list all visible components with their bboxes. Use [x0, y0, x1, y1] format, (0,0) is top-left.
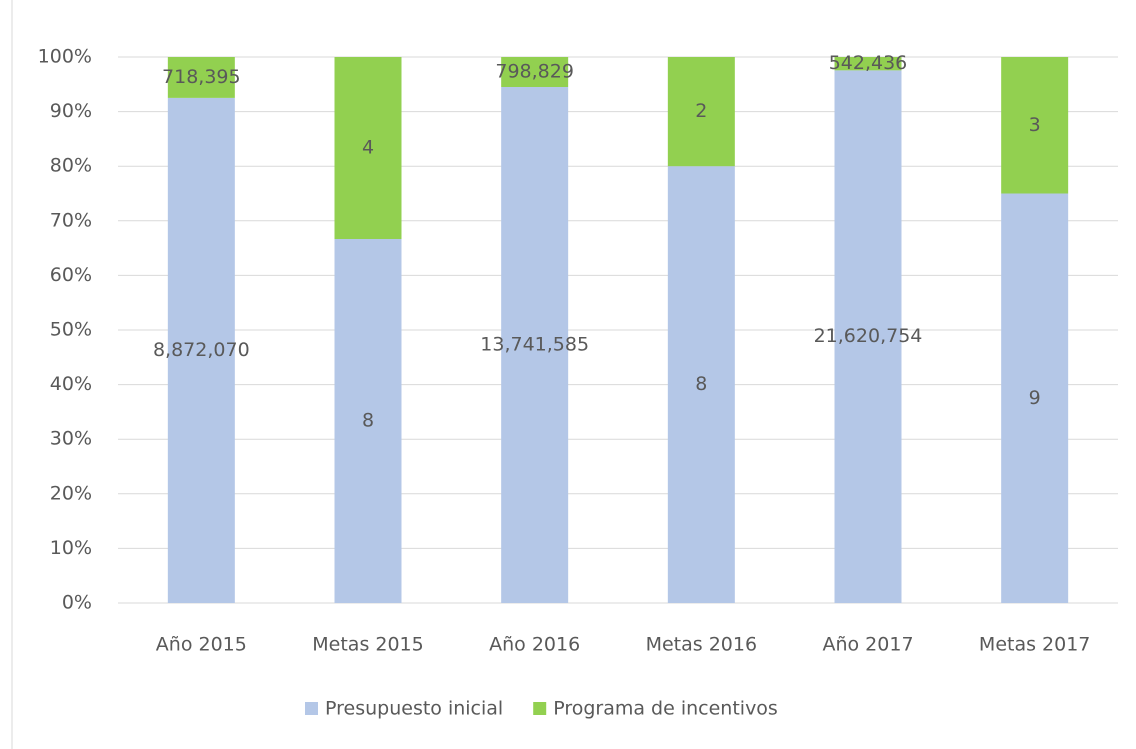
data-label: 3: [1029, 114, 1041, 136]
legend-label: Presupuesto inicial: [325, 698, 503, 720]
data-label: 798,829: [495, 60, 574, 82]
legend-swatch: [533, 702, 547, 715]
x-tick-label: Metas 2016: [646, 634, 757, 656]
data-label: 8: [695, 373, 707, 395]
data-label: 2: [695, 100, 707, 122]
data-label: 21,620,754: [814, 325, 923, 347]
bar-segment: [1001, 57, 1069, 194]
bar-segment: [167, 97, 235, 603]
y-tick-label: 60%: [50, 264, 92, 286]
data-label: 13,741,585: [480, 333, 589, 355]
bar-segment: [834, 70, 902, 603]
data-label: 9: [1029, 387, 1041, 409]
legend-label: Programa de incentivos: [553, 698, 778, 720]
bar-segment: [667, 166, 735, 603]
y-tick-label: 40%: [50, 373, 92, 395]
data-label: 8: [362, 410, 374, 432]
y-tick-label: 0%: [62, 592, 92, 614]
x-tick-label: Año 2017: [822, 634, 913, 656]
y-tick-label: 20%: [50, 482, 92, 504]
y-tick-label: 50%: [50, 319, 92, 341]
bar-segment: [1001, 193, 1069, 603]
data-label: 718,395: [162, 66, 241, 88]
bar-segment: [501, 57, 569, 87]
x-tick-label: Año 2015: [156, 634, 247, 656]
data-label: 8,872,070: [153, 339, 250, 361]
bar-segment: [167, 57, 235, 98]
data-label: 4: [362, 137, 374, 159]
bar-segment: [334, 239, 402, 603]
y-tick-label: 70%: [50, 209, 92, 231]
x-tick-label: Metas 2017: [979, 634, 1090, 656]
y-tick-label: 100%: [38, 46, 92, 68]
bar-segment: [501, 86, 569, 603]
data-label: 542,436: [829, 52, 908, 74]
y-tick-label: 90%: [50, 100, 92, 122]
bar-segment: [667, 57, 735, 167]
y-tick-label: 30%: [50, 428, 92, 450]
y-tick-label: 80%: [50, 155, 92, 177]
x-tick-label: Metas 2015: [312, 634, 423, 656]
bar-segment: [834, 57, 902, 71]
legend-swatch: [305, 702, 318, 715]
bar-segment: [334, 57, 402, 239]
x-tick-label: Año 2016: [489, 634, 580, 656]
y-tick-label: 10%: [50, 537, 92, 559]
